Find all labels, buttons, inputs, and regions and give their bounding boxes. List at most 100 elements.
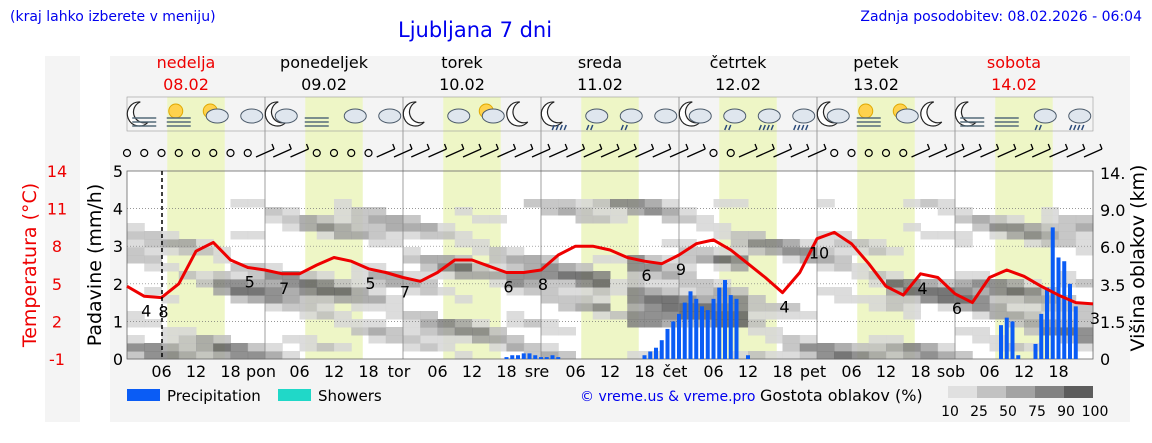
cloud-cell bbox=[230, 271, 249, 280]
temperature-label: 4 bbox=[917, 279, 927, 298]
cloud-cell bbox=[506, 319, 525, 328]
rain-drop bbox=[728, 124, 732, 131]
cloud-cell bbox=[989, 343, 1008, 352]
temperature-axis-label: Temperatura (°C) bbox=[19, 183, 41, 348]
precipitation-bar bbox=[1004, 317, 1009, 359]
cloud-cell bbox=[403, 223, 421, 232]
cloud-cell bbox=[541, 199, 559, 208]
cloud-cell bbox=[782, 351, 801, 360]
wind-barb-tick bbox=[771, 143, 775, 150]
cloud-cell bbox=[903, 311, 921, 320]
wind-barb-tick bbox=[1064, 143, 1069, 150]
cloud-cell bbox=[696, 247, 714, 256]
cloud-cell bbox=[679, 303, 697, 312]
rain-drop bbox=[805, 124, 809, 131]
temperature-label: 7 bbox=[279, 279, 289, 298]
sun-fog-icon bbox=[856, 103, 881, 127]
cloud-cell bbox=[610, 279, 628, 288]
cloud-cell bbox=[351, 279, 369, 288]
cloud-cell bbox=[765, 303, 783, 312]
cloud-cell bbox=[368, 215, 387, 224]
cloud-density-tick: 100 bbox=[1082, 404, 1109, 420]
cloud-cell bbox=[1041, 215, 1059, 224]
cloud-cell bbox=[385, 279, 404, 288]
cloud-cell bbox=[696, 215, 714, 224]
cloud-cell bbox=[472, 319, 490, 328]
day-name: sobota bbox=[987, 53, 1041, 72]
cloud-cell bbox=[748, 231, 766, 240]
cloud-cell bbox=[713, 247, 732, 256]
hour-tick: 18 bbox=[910, 362, 930, 381]
precipitation-bar bbox=[1016, 355, 1021, 359]
cloud-cell bbox=[868, 335, 887, 344]
day-date: 13.02 bbox=[853, 75, 899, 94]
cloud-cell bbox=[282, 207, 300, 216]
cloud-cell bbox=[782, 311, 801, 320]
cloud-cell bbox=[144, 343, 162, 352]
moon-fog-icon bbox=[126, 101, 157, 127]
cloud-cell bbox=[644, 199, 663, 208]
cloud-cell bbox=[161, 343, 180, 352]
cloud-cell bbox=[782, 239, 801, 248]
wind-barb-tick bbox=[978, 143, 982, 150]
cloud-cell bbox=[1041, 207, 1059, 216]
rain-drop bbox=[801, 124, 805, 131]
wind-calm-symbol bbox=[140, 148, 149, 158]
hour-tick: 12 bbox=[738, 362, 758, 381]
showers-legend-label: Showers bbox=[318, 387, 382, 405]
cloud-cell bbox=[851, 239, 870, 248]
cloud-cell bbox=[299, 311, 318, 320]
cloud-cell bbox=[351, 231, 369, 240]
cloud-cell bbox=[385, 215, 404, 224]
cloud-cell bbox=[575, 263, 594, 272]
cloud-icon bbox=[447, 108, 471, 124]
wind-barb-tick bbox=[995, 143, 1000, 150]
cloud-cell bbox=[937, 287, 956, 296]
moon-cloud-icon bbox=[264, 101, 298, 127]
cloud-cell bbox=[834, 343, 852, 352]
cloud-shape bbox=[1033, 108, 1057, 124]
wind-barb-symbol bbox=[1083, 148, 1103, 158]
cloud-cell bbox=[1075, 311, 1094, 320]
cloud-cell bbox=[144, 263, 162, 272]
cloud-cell bbox=[937, 295, 956, 304]
cloud-cell bbox=[937, 231, 956, 240]
cloud-cell bbox=[989, 279, 1008, 288]
moon-crescent bbox=[540, 101, 563, 127]
rain-drop bbox=[758, 124, 762, 131]
cloud-cell bbox=[661, 319, 680, 328]
cloud-cell bbox=[575, 287, 594, 296]
wind-barb-symbol bbox=[1014, 148, 1034, 158]
weather-icon-strip bbox=[126, 96, 1094, 132]
cloud-cell bbox=[385, 303, 404, 312]
cloud-cell bbox=[1058, 215, 1077, 224]
sun-cloud-icon bbox=[202, 103, 229, 124]
cloud-cell bbox=[679, 271, 697, 280]
cloud-cell bbox=[592, 295, 611, 304]
wind-barb-tick bbox=[495, 143, 499, 150]
page-title: Ljubljana 7 dni bbox=[398, 18, 552, 42]
precipitation-bar bbox=[527, 353, 532, 359]
wind-barb-symbol bbox=[911, 148, 930, 158]
fog-icon bbox=[304, 117, 329, 127]
cloud-cell bbox=[213, 271, 231, 280]
day-date: 08.02 bbox=[163, 75, 209, 94]
wind-barb-symbol bbox=[997, 148, 1017, 158]
cloud-cell bbox=[886, 295, 904, 304]
cloud-cell bbox=[765, 247, 783, 256]
wind-barb-tick bbox=[512, 143, 517, 150]
cloud-cell bbox=[127, 319, 145, 328]
cloud-cell bbox=[937, 207, 956, 216]
cloud-cell bbox=[178, 247, 197, 256]
cloud-cell bbox=[437, 231, 456, 240]
cloud-cell bbox=[765, 239, 783, 248]
hour-tick: 18 bbox=[220, 362, 240, 381]
cloud-cell bbox=[937, 351, 956, 360]
moon-rain-icon bbox=[540, 101, 567, 131]
copyright-link[interactable]: © vreme.us & vreme.pro bbox=[580, 389, 755, 405]
cloud-cell bbox=[937, 199, 956, 208]
cloud-cell bbox=[265, 287, 283, 296]
wind-calm-symbol bbox=[899, 148, 908, 158]
cloud-cell bbox=[955, 207, 973, 216]
cloud-cell bbox=[834, 295, 852, 304]
